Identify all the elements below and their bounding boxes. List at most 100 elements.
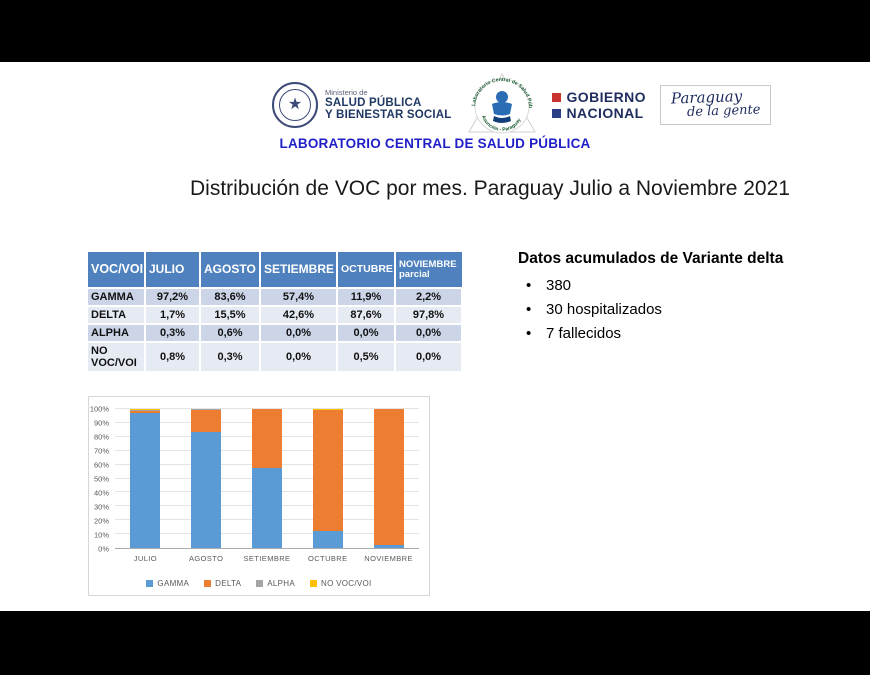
x-tick-label: SETIEMBRE [243,554,291,563]
y-tick-label: 10% [93,530,109,540]
x-tick-label: NOVIEMBRE [364,554,413,563]
table-cell: 0,6% [200,323,261,343]
y-tick-label: 100% [89,404,109,414]
table-row: ALPHA 0,3% 0,6% 0,0% 0,0% 0,0% [88,323,463,343]
legend-label: DELTA [215,579,242,588]
row-label: NO VOC/VOI [88,341,146,373]
legend-swatch-icon [146,580,154,587]
table-cell: 1,7% [145,305,201,325]
bar-slot [358,409,419,548]
column-header: NOVIEMBRE parcial [394,252,462,289]
column-header: SETIEMBRE [259,252,338,289]
table-row: DELTA 1,7% 15,5% 42,6% 87,6% 97,8% [88,305,463,325]
stacked-bar [130,409,161,548]
gobierno-line1: GOBIERNO [566,89,646,105]
y-tick-label: 80% [93,432,109,442]
lab-central-title: LABORATORIO CENTRAL DE SALUD PÚBLICA [279,136,591,151]
table-cell: 87,6% [337,305,396,325]
chart-y-axis: 0% 10% 20% 30% 40% 50% 60% 70% 80% 90% 100% [89,405,112,554]
bar-segment-delta [373,409,404,545]
y-tick-label: 30% [93,502,109,512]
chart-legend: GAMMA DELTA ALPHA NO VOC/VOI [89,579,429,588]
delta-bullet-item: 380 [518,274,848,298]
table-cell: 97,2% [145,287,201,307]
stacked-bar [251,409,282,548]
row-label: GAMMA [88,287,146,307]
column-header: AGOSTO [199,252,261,289]
bar-slot [176,409,237,548]
bar-segment-no-voc-voi [130,409,161,411]
table-cell: 11,9% [337,287,396,307]
bar-segment-gamma [191,431,222,548]
bar-slot [237,409,298,548]
paraguay-brand-logo: Paraguay de la gente [659,85,772,125]
red-square-icon [551,92,561,102]
table-cell: 0,3% [200,341,261,373]
slide: ★ Ministerio de SALUD PÚBLICA Y BIENESTA… [0,62,870,611]
bar-segment-delta [191,410,222,432]
table-cell: 15,5% [200,305,261,325]
table-cell: 0,0% [260,341,338,373]
table-body: GAMMA 97,2% 83,6% 57,4% 11,9% 2,2% DELTA 1,7% 15… [88,287,463,373]
table-cell: 97,8% [395,305,463,325]
y-tick-label: 60% [93,460,109,470]
delta-bullet-item: 30 hospitalizados [518,298,848,322]
table-cell: 0,8% [145,341,201,373]
legend-item: GAMMA [146,579,189,588]
bar-segment-delta [312,409,343,532]
figure-body [491,102,512,116]
delta-bullet-item: 7 fallecidos [518,322,848,346]
table-cell: 0,5% [337,341,396,373]
legend-label: GAMMA [157,579,190,588]
y-tick-label: 50% [93,474,109,484]
legend-item: DELTA [204,579,241,588]
legend-item: ALPHA [256,579,295,588]
ministry-line2: SALUD PÚBLICA [325,97,422,110]
table-cell: 0,0% [395,323,463,343]
column-header: OCTUBRE [336,252,396,289]
lab-logo-icon: Laboratorio Central de Salud Pública Asu… [464,66,538,140]
table-cell: 0,3% [145,323,201,343]
ministry-line1: Ministerio de [325,87,368,97]
bar-slot [115,409,176,548]
blue-square-icon [551,108,561,118]
row-label: ALPHA [88,323,146,343]
bar-segment-no-voc-voi [312,409,343,410]
row-label: DELTA [88,305,146,325]
star-icon: ★ [279,89,311,121]
gobierno-line2: NACIONAL [566,105,644,121]
bar-segment-gamma [373,544,404,548]
bar-segment-gamma [130,412,161,548]
table-row: NO VOC/VOI 0,8% 0,3% 0,0% 0,5% 0,0% [88,341,463,373]
y-tick-label: 40% [93,488,109,498]
table-cell: 83,6% [200,287,261,307]
table-cell: 0,0% [337,323,396,343]
y-tick-label: 90% [93,418,109,428]
column-header: JULIO [144,252,201,289]
table-cell: 0,0% [395,341,463,373]
voc-chart: 0% 10% 20% 30% 40% 50% 60% 70% 80% 90% 100% JULIO A… [88,396,430,596]
header-logos: ★ Ministerio de SALUD PÚBLICA Y BIENESTA… [272,66,772,140]
stacked-bar [191,409,222,548]
y-tick-label: 20% [93,516,109,526]
legend-swatch-icon [204,580,212,587]
figure-head [495,91,508,103]
column-header: VOC/VOI [88,252,146,289]
bar-segment-delta [251,409,282,469]
bar-segment-delta [130,410,161,413]
delta-info: Datos acumulados de Variante delta 38030… [518,250,848,346]
table-row: GAMMA 97,2% 83,6% 57,4% 11,9% 2,2% [88,287,463,307]
table-cell: 42,6% [260,305,338,325]
page-title: Distribución de VOC por mes. Paraguay Ju… [190,177,790,200]
stacked-bar [373,409,404,548]
delta-heading: Datos acumulados de Variante delta [518,250,784,267]
paraguay-seal-icon: ★ [272,82,318,128]
y-tick-label: 70% [93,446,109,456]
voc-table: VOC/VOI JULIO AGOSTO SETIEMBRE OCTUBRE NOVIEM… [88,252,463,373]
bar-segment-gamma [312,531,343,548]
ministry-logo: ★ Ministerio de SALUD PÚBLICA Y BIENESTA… [272,82,452,128]
legend-label: ALPHA [267,579,295,588]
chart-bars [115,409,419,548]
gobierno-logo: GOBIERNO NACIONAL [551,88,646,122]
